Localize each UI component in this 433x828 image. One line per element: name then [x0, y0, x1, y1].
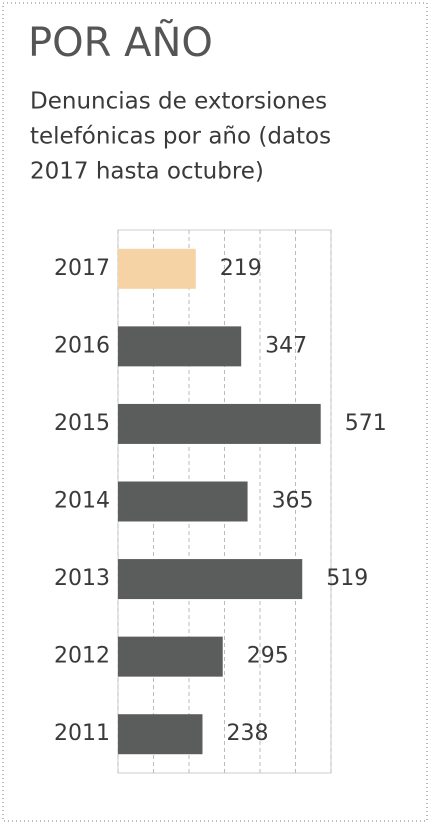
y-tick-label: 2017 [54, 256, 110, 281]
bar [118, 714, 203, 755]
bar [118, 248, 196, 289]
bar [118, 481, 248, 522]
frame [2, 2, 428, 822]
y-tick-label: 2016 [54, 333, 110, 358]
subtitle-line: 2017 hasta octubre) [30, 159, 264, 185]
y-tick-label: 2014 [54, 489, 110, 514]
value-label: 347 [265, 333, 307, 358]
subtitle-line: Denuncias de extorsiones [30, 89, 327, 115]
value-label: 219 [220, 256, 262, 281]
bar [118, 403, 321, 444]
value-label: 571 [345, 411, 387, 436]
y-tick-label: 2011 [54, 721, 110, 746]
value-label: 238 [226, 721, 268, 746]
bar [118, 559, 303, 600]
y-tick-label: 2012 [54, 644, 110, 669]
value-label: 519 [326, 566, 368, 591]
y-tick-label: 2015 [54, 411, 110, 436]
bar [118, 326, 242, 367]
bar [118, 636, 223, 677]
y-tick-label: 2013 [54, 566, 110, 591]
value-label: 365 [272, 489, 314, 514]
chart-title: POR AÑO [28, 18, 213, 66]
value-label: 295 [247, 644, 289, 669]
subtitle-line: telefónicas por año (datos [30, 124, 331, 150]
